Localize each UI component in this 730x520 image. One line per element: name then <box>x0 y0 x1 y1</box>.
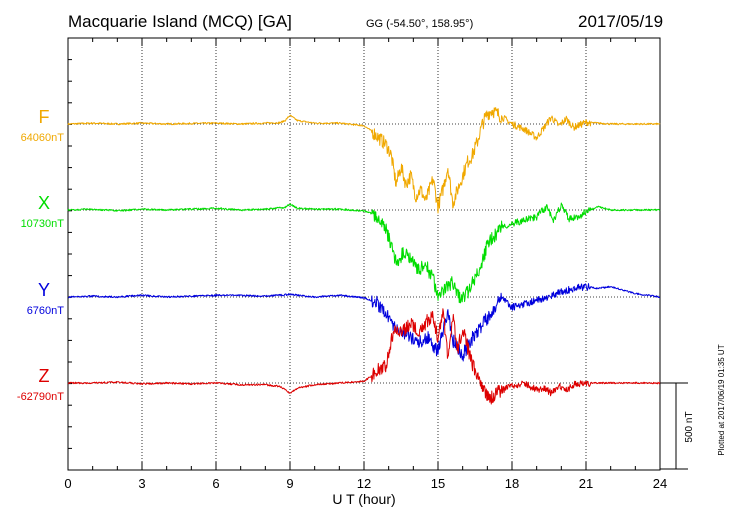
series-name-f: F <box>39 107 50 127</box>
series-labels: F 64060nT X 10730nT Y 6760nT Z -62790nT <box>17 107 64 403</box>
series-line-f <box>67 107 661 214</box>
x-tick-labels: 0 3 6 9 12 15 18 21 24 <box>64 476 667 491</box>
scale-bar-label: 500 nT <box>684 411 695 442</box>
series-baseline-f: 64060nT <box>21 132 65 144</box>
x-tick-label: 21 <box>579 476 593 491</box>
x-tick-label: 12 <box>357 476 371 491</box>
plot-date: 2017/05/19 <box>578 12 664 31</box>
series-name-z: Z <box>39 366 50 386</box>
series-line-y <box>67 283 661 362</box>
x-tick-label: 0 <box>64 476 71 491</box>
series-baseline-y: 6760nT <box>27 305 65 317</box>
station-title: Macquarie Island (MCQ) [GA] <box>68 12 292 31</box>
series-line-z <box>67 308 661 405</box>
x-tick-label: 3 <box>138 476 145 491</box>
x-tick-label: 15 <box>431 476 445 491</box>
station-coordinates: GG (-54.50°, 158.95°) <box>366 18 474 30</box>
series-lines <box>67 107 661 405</box>
series-baseline-z: -62790nT <box>17 391 64 403</box>
grid-lines <box>141 38 587 470</box>
series-name-y: Y <box>38 280 50 300</box>
plotted-note: Plotted at 2017/06/19 01:35 UT <box>717 344 726 455</box>
x-tick-label: 18 <box>505 476 519 491</box>
x-tick-label: 6 <box>212 476 219 491</box>
x-tick-label: 9 <box>286 476 293 491</box>
x-tick-label: 24 <box>653 476 667 491</box>
series-line-x <box>67 202 661 304</box>
x-axis-label: U T (hour) <box>332 491 395 507</box>
series-name-x: X <box>38 193 50 213</box>
series-baseline-x: 10730nT <box>21 218 65 230</box>
scale-bar <box>660 382 688 470</box>
